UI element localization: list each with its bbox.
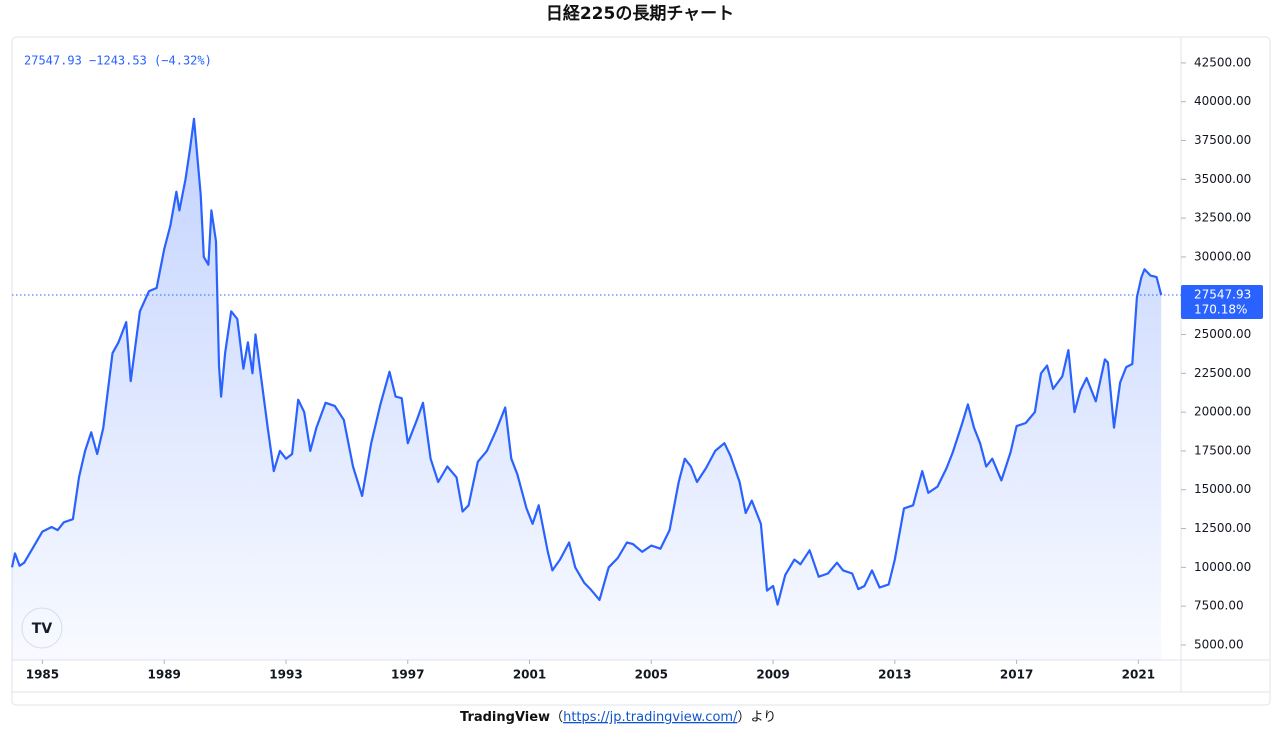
y-tick-label: 30000.00 xyxy=(1194,249,1251,263)
x-tick-label: 2013 xyxy=(878,668,911,682)
source-open: （ xyxy=(550,710,563,725)
x-tick-label: 1989 xyxy=(148,668,181,682)
area-fill xyxy=(12,118,1162,661)
y-tick-label: 5000.00 xyxy=(1194,637,1244,651)
y-tick-label: 35000.00 xyxy=(1194,172,1251,186)
price-line xyxy=(10,117,1163,606)
x-tick-label: 2001 xyxy=(513,668,546,682)
x-tick-label: 1993 xyxy=(269,668,302,682)
y-tick-label: 32500.00 xyxy=(1194,211,1251,225)
y-tick-label: 37500.00 xyxy=(1194,133,1251,147)
y-tick-label: 20000.00 xyxy=(1194,405,1251,419)
legend-text: 27547.93 −1243.53 (−4.32%) xyxy=(24,54,212,68)
y-tick-label: 42500.00 xyxy=(1194,55,1251,69)
price-tag-value: 27547.93 xyxy=(1194,287,1251,301)
source-name: TradingView xyxy=(460,710,550,725)
x-tick-label: 2009 xyxy=(756,668,789,682)
price-tag xyxy=(1181,284,1263,319)
price-tag-change: 170.18% xyxy=(1194,302,1247,316)
chart-frame xyxy=(11,36,1271,706)
y-tick-label: 12500.00 xyxy=(1194,521,1251,535)
y-tick-label: 10000.00 xyxy=(1194,560,1251,574)
y-tick-label: 7500.00 xyxy=(1194,599,1244,613)
x-tick-label: 2005 xyxy=(635,668,668,682)
source-url[interactable]: https://jp.tradingview.com/ xyxy=(563,710,738,725)
x-tick-label: 1997 xyxy=(391,668,424,682)
source: TradingView（https://jp.tradingview.com/）… xyxy=(460,710,776,725)
y-tick-label: 40000.00 xyxy=(1194,94,1251,108)
y-tick-label: 15000.00 xyxy=(1194,482,1251,496)
x-tick-label: 2017 xyxy=(1000,668,1033,682)
x-tick-label: 2021 xyxy=(1122,668,1155,682)
y-tick-label: 17500.00 xyxy=(1194,443,1251,457)
chart-title: 日経225の長期チャート xyxy=(546,3,734,24)
y-tick-label: 25000.00 xyxy=(1194,327,1251,341)
source-close: ）より xyxy=(737,710,776,725)
x-tick-label: 1985 xyxy=(26,668,59,682)
y-tick-label: 22500.00 xyxy=(1194,366,1251,380)
